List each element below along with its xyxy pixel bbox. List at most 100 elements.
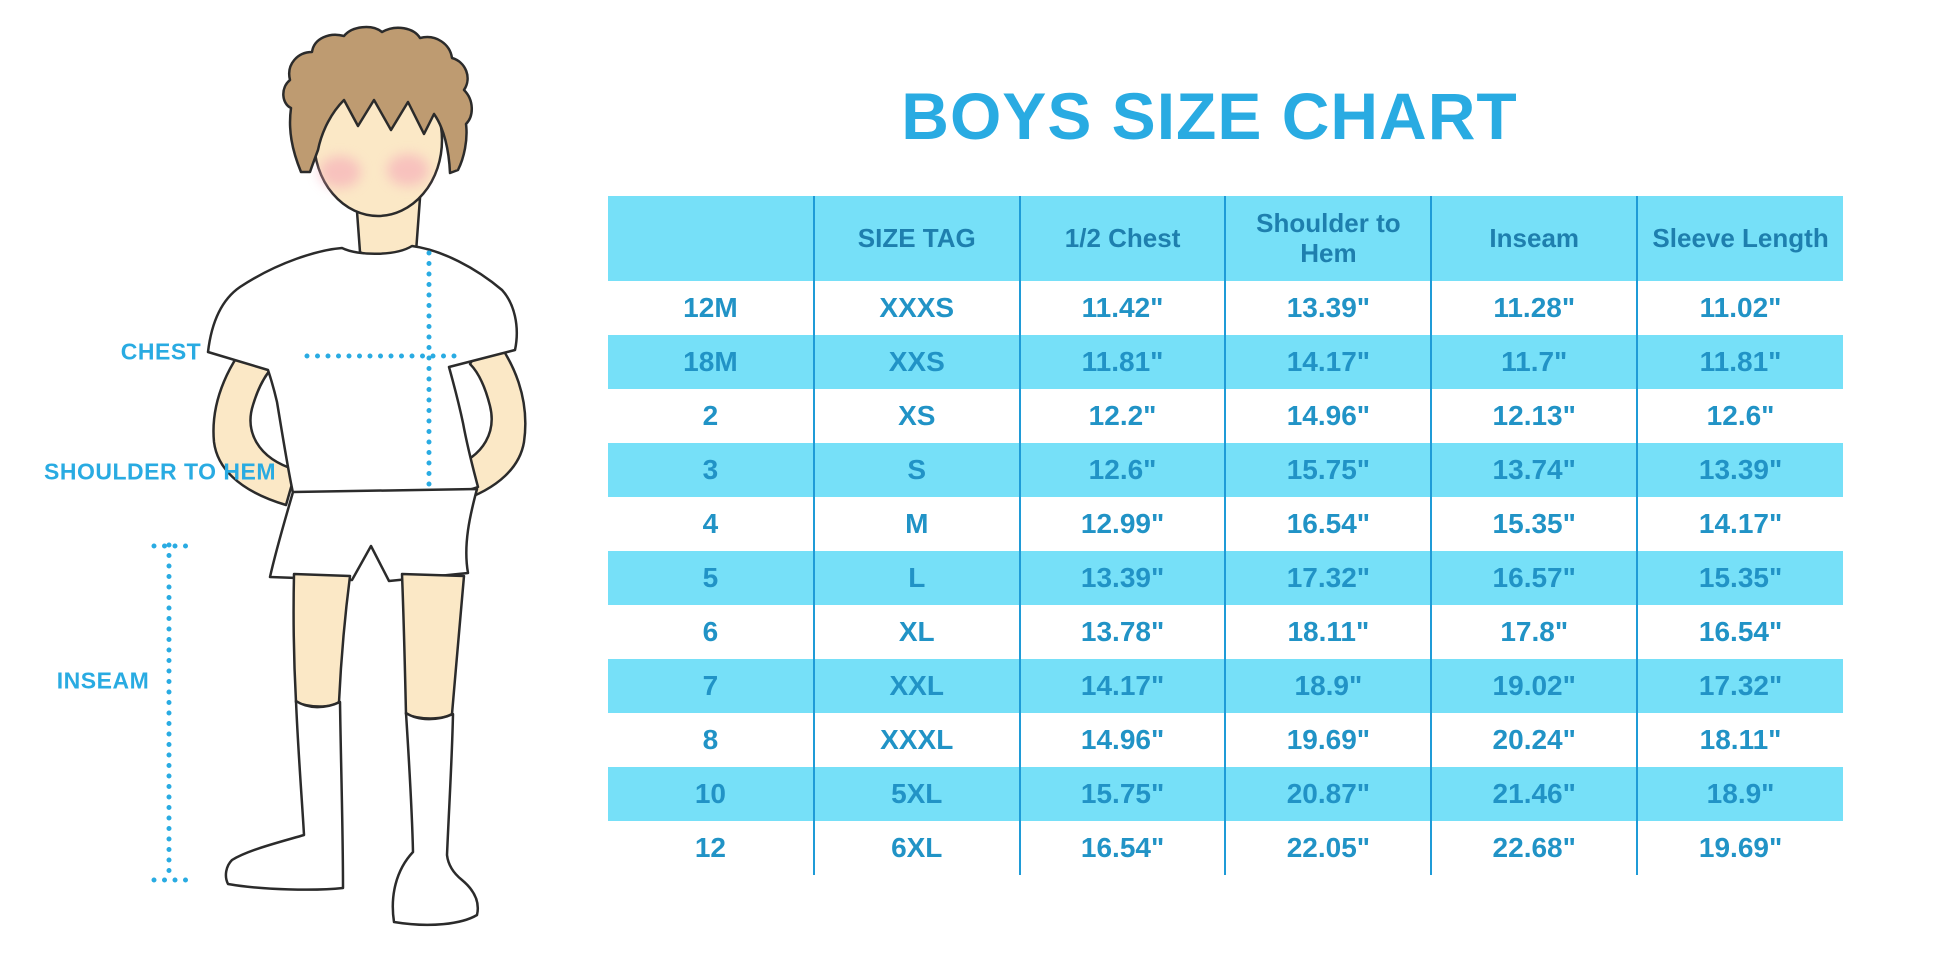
size-cell: 2	[702, 400, 719, 431]
page-title: BOYS SIZE CHART	[901, 79, 1518, 154]
table-row: 5 L 13.39" 17.32" 16.57" 15.35"	[608, 551, 1843, 605]
header-row: SIZE TAG 1/2 Chest Shoulder to Hem Inseam Sl…	[608, 196, 1843, 281]
value-cell: 14.17"	[1636, 497, 1843, 551]
value-cell: XXXS	[812, 281, 1020, 335]
table-row: 18M XXS 11.81" 14.17" 11.7" 11.81"	[608, 335, 1843, 389]
size-cell: 10	[608, 767, 814, 821]
value-cell: 16.57"	[1430, 551, 1638, 605]
boy-tshirt	[206, 244, 519, 503]
value-cell: 13.78"	[1018, 605, 1226, 659]
size-cell: 3	[608, 443, 814, 497]
value-cell: L	[812, 551, 1020, 605]
value-cell: 13.39"	[1636, 443, 1843, 497]
label-inseam: INSEAM	[56, 667, 150, 694]
value-cell: 15.75"	[1224, 443, 1432, 497]
value-cell: 12.99"	[1018, 497, 1226, 551]
boy-hair	[282, 25, 473, 175]
boy-blush-left	[319, 156, 361, 188]
value-cell: 12.6"	[1018, 443, 1226, 497]
size-table-body: 12M XXXS 11.42" 13.39" 11.28" 11.02" 18M XXS 11.…	[608, 281, 1843, 875]
column-header: Inseam	[1430, 196, 1638, 281]
value-cell: 19.02"	[1430, 659, 1638, 713]
value-cell: 16.54"	[1224, 497, 1432, 551]
label-shoulder-to-hem: SHOULDER TO HEM	[44, 458, 276, 485]
value-cell: 13.74"	[1430, 443, 1638, 497]
value-cell: 21.46"	[1430, 767, 1638, 821]
value-cell: 16.54"	[1018, 821, 1226, 875]
size-cell: 6	[702, 616, 719, 647]
table-row: 12M XXXS 11.42" 13.39" 11.28" 11.02"	[608, 281, 1843, 335]
value-cell: 11.02"	[1636, 281, 1843, 335]
size-cell: 12M	[683, 292, 738, 323]
value-cell: 17.32"	[1636, 659, 1843, 713]
size-cell: 12	[694, 832, 726, 863]
value-cell: 14.96"	[1224, 389, 1432, 443]
value-cell: XXL	[812, 659, 1020, 713]
column-header: Shoulder to Hem	[1224, 196, 1432, 281]
value-cell: 11.81"	[1018, 335, 1226, 389]
value-cell: XS	[812, 389, 1020, 443]
boy-blush-right	[387, 154, 429, 186]
table-row: 12 6XL 16.54" 22.05" 22.68" 19.69"	[608, 821, 1843, 875]
value-cell: 15.75"	[1018, 767, 1226, 821]
value-cell: 11.7"	[1430, 335, 1638, 389]
value-cell: 14.17"	[1018, 659, 1226, 713]
value-cell: 22.68"	[1430, 821, 1638, 875]
boy-shorts	[268, 487, 479, 583]
value-cell: 19.69"	[1636, 821, 1843, 875]
value-cell: 14.96"	[1018, 713, 1226, 767]
value-cell: 15.35"	[1430, 497, 1638, 551]
value-cell: 19.69"	[1224, 713, 1432, 767]
value-cell: 11.28"	[1430, 281, 1638, 335]
value-cell: 22.05"	[1224, 821, 1432, 875]
value-cell: M	[812, 497, 1020, 551]
boy-right-sock	[391, 711, 479, 927]
value-cell: 13.39"	[1224, 281, 1432, 335]
boy-left-sock	[224, 699, 345, 891]
value-cell: 18.9"	[1636, 767, 1843, 821]
boy-illustration	[151, 25, 527, 927]
value-cell: 17.32"	[1224, 551, 1432, 605]
column-header: Sleeve Length	[1636, 196, 1843, 281]
column-header: 1/2 Chest	[1018, 196, 1226, 281]
value-cell: 11.81"	[1636, 335, 1843, 389]
value-cell: 18.9"	[1224, 659, 1432, 713]
value-cell: 12.2"	[1018, 389, 1226, 443]
size-cell: 18M	[608, 335, 814, 389]
size-cell: 8	[702, 724, 719, 755]
value-cell: 20.87"	[1224, 767, 1432, 821]
table-row: 10 5XL 15.75" 20.87" 21.46" 18.9"	[608, 767, 1843, 821]
value-cell: 17.8"	[1430, 605, 1638, 659]
value-cell: 12.13"	[1430, 389, 1638, 443]
size-cell: 4	[702, 508, 719, 539]
value-cell: XL	[812, 605, 1020, 659]
value-cell: 13.39"	[1018, 551, 1226, 605]
value-cell: 20.24"	[1430, 713, 1638, 767]
table-row: 2 XS 12.2" 14.96" 12.13" 12.6"	[608, 389, 1843, 443]
label-chest: CHEST	[120, 338, 202, 365]
value-cell: 6XL	[812, 821, 1020, 875]
value-cell: 14.17"	[1224, 335, 1432, 389]
table-row: 8 XXXL 14.96" 19.69" 20.24" 18.11"	[608, 713, 1843, 767]
boy-left-arm	[212, 328, 298, 507]
value-cell: 12.6"	[1636, 389, 1843, 443]
value-cell: 15.35"	[1636, 551, 1843, 605]
table-row: 6 XL 13.78" 18.11" 17.8" 16.54"	[608, 605, 1843, 659]
boy-left-thigh	[292, 572, 352, 708]
value-cell: 16.54"	[1636, 605, 1843, 659]
size-table-head: SIZE TAG 1/2 Chest Shoulder to Hem Inseam Sl…	[608, 196, 1843, 281]
size-cell: 7	[608, 659, 814, 713]
value-cell: 11.42"	[1018, 281, 1226, 335]
value-cell: XXXL	[812, 713, 1020, 767]
boy-right-thigh	[400, 572, 466, 720]
value-cell: 18.11"	[1224, 605, 1432, 659]
value-cell: S	[812, 443, 1020, 497]
table-row: 7 XXL 14.17" 18.9" 19.02" 17.32"	[608, 659, 1843, 713]
size-table: SIZE TAG 1/2 Chest Shoulder to Hem Inseam Sl…	[608, 196, 1843, 875]
value-cell: XXS	[812, 335, 1020, 389]
table-row: 4 M 12.99" 16.54" 15.35" 14.17"	[608, 497, 1843, 551]
table-row: 3 S 12.6" 15.75" 13.74" 13.39"	[608, 443, 1843, 497]
value-cell: 18.11"	[1636, 713, 1843, 767]
size-cell: 5	[608, 551, 814, 605]
measurement-diagram: CHEST SHOULDER TO HEM INSEAM	[0, 0, 560, 973]
